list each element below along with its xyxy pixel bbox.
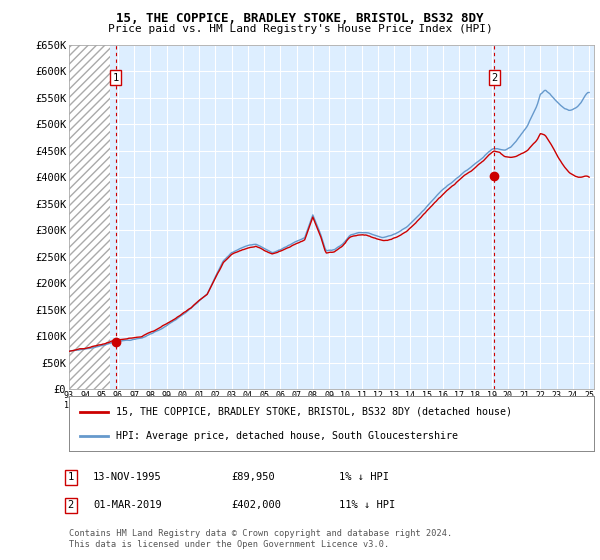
Bar bbox=[69, 45, 110, 389]
Text: £402,000: £402,000 bbox=[231, 500, 281, 510]
Text: 13-NOV-1995: 13-NOV-1995 bbox=[93, 472, 162, 482]
Text: 1% ↓ HPI: 1% ↓ HPI bbox=[339, 472, 389, 482]
Text: 1: 1 bbox=[68, 472, 74, 482]
Text: 15, THE COPPICE, BRADLEY STOKE, BRISTOL, BS32 8DY (detached house): 15, THE COPPICE, BRADLEY STOKE, BRISTOL,… bbox=[116, 407, 512, 417]
Text: 2: 2 bbox=[491, 72, 497, 82]
Text: 01-MAR-2019: 01-MAR-2019 bbox=[93, 500, 162, 510]
Text: 2: 2 bbox=[68, 500, 74, 510]
Text: HPI: Average price, detached house, South Gloucestershire: HPI: Average price, detached house, Sout… bbox=[116, 431, 458, 441]
Text: 15, THE COPPICE, BRADLEY STOKE, BRISTOL, BS32 8DY: 15, THE COPPICE, BRADLEY STOKE, BRISTOL,… bbox=[116, 12, 484, 25]
Text: 11% ↓ HPI: 11% ↓ HPI bbox=[339, 500, 395, 510]
Text: Price paid vs. HM Land Registry's House Price Index (HPI): Price paid vs. HM Land Registry's House … bbox=[107, 24, 493, 34]
Text: £89,950: £89,950 bbox=[231, 472, 275, 482]
Text: 1: 1 bbox=[113, 72, 119, 82]
Text: Contains HM Land Registry data © Crown copyright and database right 2024.
This d: Contains HM Land Registry data © Crown c… bbox=[69, 529, 452, 549]
